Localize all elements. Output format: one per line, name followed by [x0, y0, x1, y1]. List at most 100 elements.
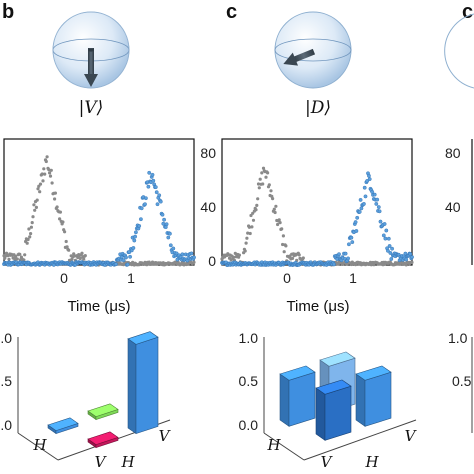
scatter-point [384, 228, 389, 233]
scatter-point [361, 201, 366, 206]
bloch-sphere-b [52, 11, 130, 89]
scatter-point [41, 179, 45, 183]
scatter-point [192, 255, 196, 260]
scatter-point [358, 197, 363, 202]
scatter-point [266, 171, 270, 175]
state-vector-arrow [292, 48, 316, 63]
scatter-point [146, 184, 151, 189]
z-tick-label: 0.5 [452, 373, 472, 389]
scatter-point [245, 236, 249, 240]
scatter-point [34, 205, 39, 209]
scatter-point [78, 256, 82, 261]
scatter-point [35, 198, 39, 202]
scatter-point [63, 230, 67, 234]
scatter-point [383, 236, 388, 241]
scatter-point [139, 206, 144, 211]
scatter-point [346, 256, 350, 261]
x-tick-label: 1 [127, 270, 135, 286]
scatter-point [114, 262, 118, 267]
scatter-point [44, 159, 48, 164]
scatter-point [278, 221, 282, 225]
scatter-point [18, 252, 22, 256]
scatter-point [337, 252, 341, 257]
row-label-V: V [321, 453, 334, 471]
scatter-points [220, 166, 414, 267]
scatter-point [154, 190, 159, 195]
scatter-point [257, 186, 261, 190]
scatter-point [251, 218, 256, 222]
scatter-point [138, 217, 143, 222]
scatter-point [27, 227, 31, 231]
scatter-point [346, 242, 351, 247]
scatter-point [250, 225, 254, 229]
scatter-point [55, 205, 59, 209]
scatter-point [36, 187, 40, 191]
bar-H-H [288, 371, 316, 427]
scatter-point [276, 222, 280, 227]
scatter-point [164, 222, 169, 227]
scatter-point [280, 227, 284, 231]
scatter-point [388, 251, 393, 255]
scatter-point [180, 252, 185, 257]
z-tick-label: 1.0 [448, 330, 468, 346]
bar-H-H [279, 373, 290, 427]
scatter-plot-c: 80 40 0 0 1 Time (μs) [200, 138, 414, 315]
scatter-point [26, 237, 30, 242]
scatter-point [386, 236, 391, 241]
scatter-point [349, 235, 354, 240]
scatter-point [271, 197, 275, 201]
scatter-point [408, 251, 413, 256]
bloch-sphere-partial [444, 13, 474, 89]
z-tick-label: 0.0 [0, 417, 12, 433]
scatter-point [260, 171, 264, 175]
bar3d-chart-b: 1.0 0.5 0.0 H V H V [0, 330, 172, 471]
scatter-point [410, 260, 414, 264]
scatter-point [254, 208, 258, 212]
scatter-point [404, 257, 409, 262]
scatter-point [38, 182, 43, 186]
scatter-point [125, 262, 130, 267]
bar-V-V [364, 371, 392, 427]
scatter-point [30, 221, 34, 225]
scatter-point [410, 255, 414, 260]
x-tick-label: 0 [283, 270, 291, 286]
scatter-point [385, 248, 390, 253]
scatter-point [58, 217, 62, 221]
scatter-point [80, 251, 84, 255]
scatter-point [53, 191, 58, 195]
scatter-point [155, 202, 160, 207]
scatter-point [43, 172, 47, 176]
scatter-point [244, 241, 248, 245]
scatter-point [363, 194, 368, 199]
bar-V-H [87, 431, 119, 445]
scatter-plot-partial: 80 40 [445, 139, 473, 265]
scatter-point [390, 246, 394, 251]
scatter-point [269, 189, 273, 193]
scatter-point [248, 231, 252, 236]
scatter-point [70, 257, 74, 261]
scatter-point [273, 210, 277, 215]
scatter-point [375, 197, 380, 202]
bar-V-V [127, 338, 137, 435]
scatter-point [168, 243, 173, 248]
scatter-point [192, 260, 196, 264]
x-tick-label: 1 [349, 270, 357, 286]
row-label-H: H [32, 436, 47, 454]
scatter-point [28, 235, 32, 239]
scatter-point [160, 212, 165, 217]
scatter-point [166, 235, 171, 240]
scatter-point [277, 218, 281, 222]
scatter-point [61, 220, 65, 224]
z-tick-label: 1.0 [0, 330, 12, 346]
scatter-point [255, 203, 259, 207]
scatter-point [281, 242, 285, 247]
scatter-point [161, 221, 166, 226]
z-tick-label: 1.0 [239, 330, 259, 346]
scatter-point [15, 257, 19, 261]
x-tick-label: 0 [60, 270, 68, 286]
scatter-point [284, 244, 288, 248]
scatter-point [42, 167, 46, 171]
scatter-point [249, 213, 253, 218]
y-tick-label: 0 [208, 253, 216, 269]
